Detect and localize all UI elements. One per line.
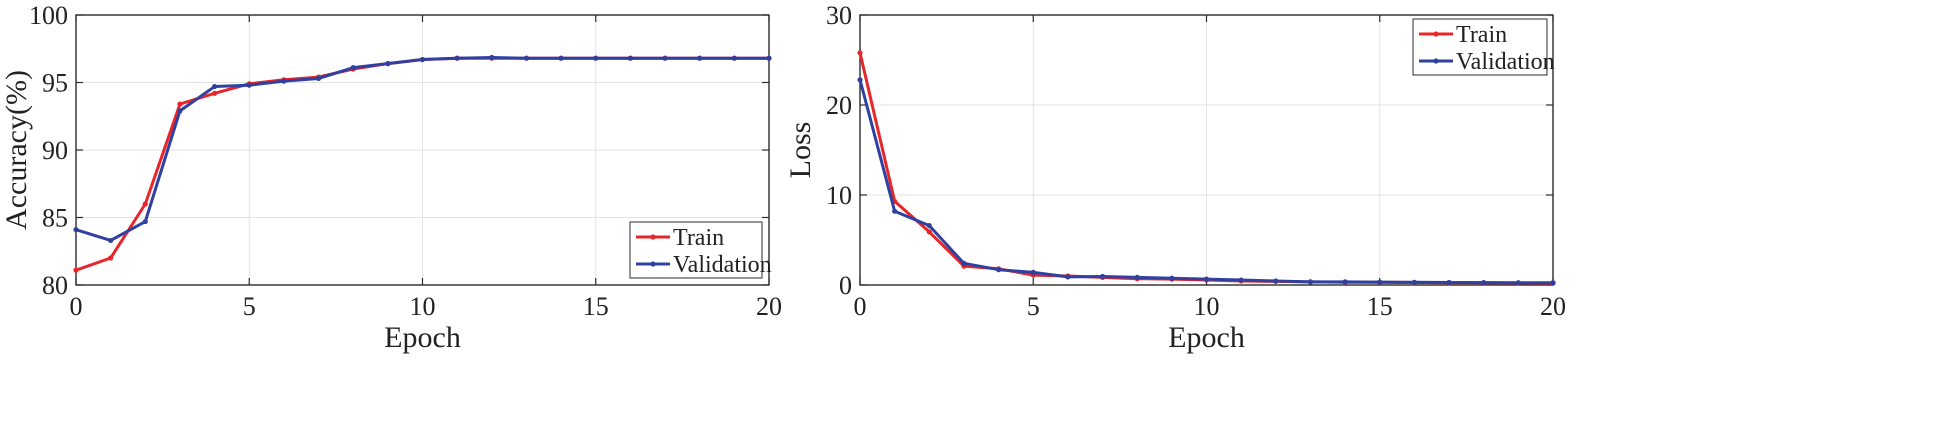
data-point — [1099, 273, 1106, 280]
x-tick-label: 20 — [756, 292, 782, 321]
y-tick-label: 10 — [826, 181, 852, 210]
data-point — [662, 55, 668, 61]
x-tick-label: 15 — [1367, 292, 1393, 321]
data-point — [212, 90, 218, 96]
data-point — [1065, 274, 1071, 280]
data-point — [593, 55, 599, 61]
data-point — [1307, 279, 1314, 285]
y-tick-label: 100 — [29, 1, 68, 30]
y-tick-label: 0 — [839, 271, 852, 300]
data-point — [1342, 279, 1348, 285]
x-tick-label: 0 — [70, 292, 83, 321]
data-point — [142, 218, 148, 225]
data-point — [315, 75, 322, 82]
data-point — [142, 201, 148, 207]
data-point — [108, 237, 114, 244]
legend-marker — [1433, 58, 1439, 64]
y-tick-label: 95 — [42, 69, 68, 98]
y-tick-label: 30 — [826, 1, 852, 30]
y-axis-label: Loss — [784, 122, 817, 179]
data-point — [489, 54, 495, 61]
data-point — [246, 82, 252, 88]
legend-item-validation: Validation — [1419, 49, 1555, 75]
data-point — [1411, 279, 1417, 285]
data-point — [996, 267, 1002, 273]
data-point — [73, 267, 79, 273]
data-point — [961, 260, 967, 266]
data-point — [558, 55, 564, 61]
x-tick-label: 20 — [1540, 292, 1566, 321]
data-point — [1515, 280, 1521, 286]
data-point — [73, 227, 79, 233]
data-point — [1238, 277, 1244, 283]
legend-item-train: Train — [636, 225, 724, 251]
data-point — [350, 65, 356, 71]
data-point — [1169, 275, 1175, 281]
data-point — [857, 50, 863, 56]
legend-label: Train — [673, 225, 724, 251]
data-point — [857, 77, 863, 83]
x-axis-label: Epoch — [384, 321, 461, 354]
x-tick-label: 10 — [1194, 292, 1220, 321]
legend-marker — [1433, 31, 1439, 37]
data-point — [1377, 279, 1383, 285]
data-point — [627, 55, 634, 61]
data-point — [419, 56, 426, 63]
legend-marker — [650, 261, 656, 267]
legend-box — [1412, 18, 1548, 76]
legend-label: Train — [1456, 22, 1507, 48]
x-tick-label: 5 — [243, 292, 256, 321]
data-point — [1030, 269, 1036, 275]
x-axis-label: Epoch — [1168, 321, 1245, 354]
data-point — [385, 61, 391, 67]
legend-label: Validation — [1456, 49, 1555, 75]
data-point — [177, 108, 183, 114]
data-point — [281, 78, 287, 84]
y-tick-label: 85 — [42, 204, 68, 233]
data-point — [1203, 276, 1210, 282]
x-tick-label: 15 — [583, 292, 609, 321]
data-point — [212, 83, 218, 90]
data-point — [523, 55, 530, 61]
y-tick-label: 80 — [42, 271, 68, 300]
data-point — [892, 208, 898, 214]
data-point — [766, 55, 772, 61]
series-validation — [73, 54, 772, 244]
data-point — [1273, 278, 1279, 284]
y-tick-label: 20 — [826, 91, 852, 120]
legend-item-train: Train — [1419, 22, 1507, 48]
legend-marker — [650, 234, 656, 240]
accuracy-chart: 0 5 10 15 20 80 85 90 95 100 Epoch Accuracy(%) Train… — [0, 1, 782, 354]
data-point — [454, 55, 460, 61]
data-point — [697, 55, 703, 61]
x-tick-label: 10 — [410, 292, 436, 321]
data-point — [926, 229, 932, 235]
data-point — [1550, 280, 1556, 286]
data-point — [731, 55, 737, 61]
legend-item-validation: Validation — [636, 252, 772, 278]
data-point — [108, 255, 114, 261]
x-tick-label: 0 — [854, 292, 867, 321]
x-tick-label: 5 — [1027, 292, 1040, 321]
data-point — [1446, 279, 1452, 286]
legend-label: Validation — [673, 252, 772, 278]
legend-box — [629, 221, 763, 279]
y-tick-label: 90 — [42, 136, 68, 165]
data-point — [177, 101, 183, 107]
data-point — [926, 223, 932, 229]
data-point — [1134, 274, 1140, 280]
series-validation — [857, 77, 1556, 286]
data-point — [1481, 279, 1487, 286]
y-axis-label: Accuracy(%) — [0, 70, 33, 230]
